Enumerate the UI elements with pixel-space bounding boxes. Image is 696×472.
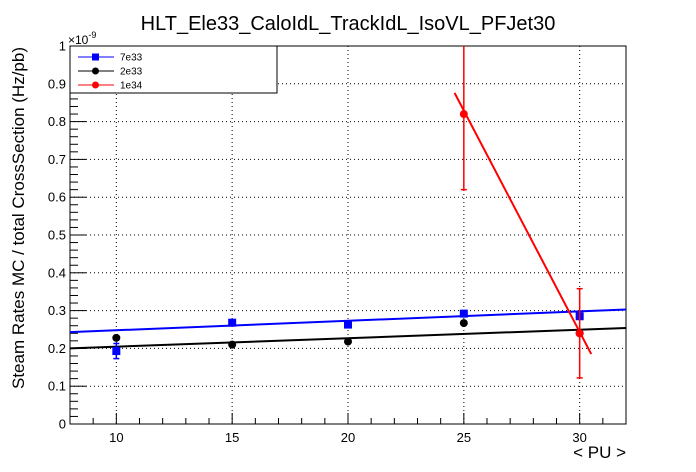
y-tick-label: 0.2 <box>48 341 66 356</box>
legend-marker <box>92 81 99 89</box>
fit-line-1e34 <box>453 92 593 355</box>
y-tick-label: 0.7 <box>48 152 66 167</box>
y-tick-label: 0.6 <box>48 190 66 205</box>
x-tick-label: 10 <box>109 430 123 445</box>
data-point <box>344 337 352 346</box>
y-tick-label: 0.8 <box>48 114 66 129</box>
data-point <box>112 333 121 342</box>
y-tick-label: 0 <box>59 417 66 432</box>
x-tick-label: 30 <box>572 430 586 445</box>
x-tick-label: 25 <box>457 430 471 445</box>
y-exponent-label: ×10-9 <box>68 30 96 47</box>
x-tick-label: 20 <box>341 430 355 445</box>
data-point <box>459 309 468 318</box>
legend-label: 2e33 <box>120 67 143 78</box>
legend-marker <box>92 67 99 75</box>
y-axis-label: Steam Rates MC / total CrossSection (Hz/… <box>9 47 28 389</box>
data-point <box>459 110 468 119</box>
y-tick-label: 1 <box>59 39 66 54</box>
y-tick-label: 0.9 <box>48 76 66 91</box>
data-point <box>112 347 121 356</box>
data-point <box>344 320 352 329</box>
legend-items: 7e33 2e33 1e34 <box>78 53 143 92</box>
y-exponent-power: -9 <box>88 30 96 40</box>
data-point <box>575 329 584 338</box>
data-point <box>228 318 237 327</box>
data-point <box>228 340 237 349</box>
y-exponent-base: ×10 <box>68 33 89 47</box>
x-axis-label: < PU > <box>573 443 626 462</box>
legend-marker <box>92 53 99 61</box>
legend-label: 1e34 <box>120 81 143 92</box>
legend: 7e33 2e33 1e34 <box>69 45 278 94</box>
chart-title: HLT_Ele33_CaloIdL_TrackIdL_IsoVL_PFJet30 <box>141 13 556 35</box>
y-tick-label: 0.4 <box>48 265 66 280</box>
y-tick-label: 0.1 <box>48 379 66 394</box>
data-point <box>459 319 468 328</box>
y-tick-label: 0.5 <box>48 228 66 243</box>
axis-ticks: 10 15 20 25 30 0 0.1 0.2 0.3 0.4 0.5 0.6 0.7 0.8 0.9 1 <box>48 39 627 445</box>
x-tick-label: 15 <box>225 430 239 445</box>
legend-label: 7e33 <box>120 53 143 64</box>
legend-box <box>69 45 278 94</box>
data-points <box>112 46 584 379</box>
y-tick-label: 0.3 <box>48 303 66 318</box>
